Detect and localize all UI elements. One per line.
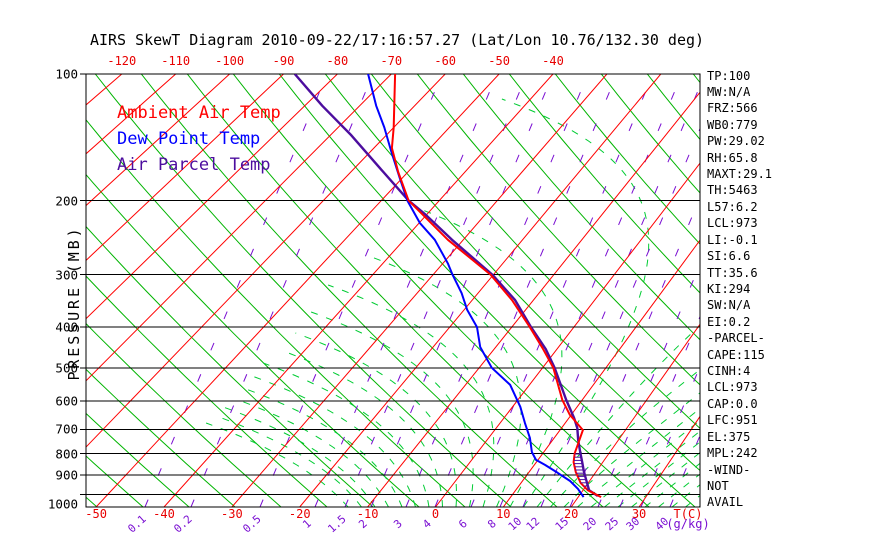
- stats-line: CAPE:115: [707, 347, 765, 362]
- bottom-temp-tick: -10: [356, 507, 379, 521]
- bottom-temp-tick: 0: [431, 507, 440, 521]
- pressure-tick: 300: [55, 267, 78, 283]
- bottom-temp-tick: 30: [631, 507, 647, 521]
- stats-line: LI:-0.1: [707, 232, 758, 247]
- pressure-tick: 800: [55, 446, 78, 462]
- legend-dew-point-temp: Dew Point Temp: [117, 129, 261, 149]
- stats-line: WB0:779: [707, 117, 758, 132]
- stats-line: RH:65.8: [707, 150, 758, 165]
- top-temp-tick: -60: [434, 54, 457, 68]
- stats-line: LFC:951: [707, 413, 758, 428]
- stats-line: -WIND-: [707, 462, 751, 477]
- pressure-tick: 900: [55, 467, 78, 483]
- top-temp-tick: -80: [326, 54, 349, 68]
- bottom-temp-tick: -30: [221, 507, 243, 521]
- bottom-temp-tick: 10: [496, 507, 511, 521]
- stats-line: MAXT:29.1: [707, 167, 773, 182]
- pressure-tick: 600: [55, 393, 78, 409]
- top-temp-tick: -40: [542, 54, 564, 68]
- stats-line: TT:35.6: [707, 265, 758, 280]
- stats-line: SI:6.6: [707, 249, 751, 264]
- stats-line: -PARCEL-: [707, 331, 765, 346]
- pressure-tick: 400: [55, 319, 78, 335]
- stats-line: SW:N/A: [707, 298, 751, 313]
- stats-line: AVAIL: [707, 495, 744, 510]
- stats-line: L57:6.2: [707, 199, 758, 214]
- top-temp-tick: -110: [161, 54, 191, 68]
- stats-line: NOT: [707, 479, 729, 493]
- bottom-temp-tick: -50: [85, 507, 107, 521]
- bottom-temp-tick: -40: [153, 507, 175, 521]
- top-temp-tick: -120: [107, 54, 137, 68]
- stats-line: LCL:973: [707, 216, 758, 231]
- chart-title: AIRS SkewT Diagram 2010-09-22/17:16:57.2…: [89, 31, 705, 49]
- stats-line: TP:100: [707, 68, 751, 83]
- stats-line: EL:375: [707, 429, 751, 444]
- stats-line: KI:294: [707, 281, 751, 296]
- stats-line: EI:0.2: [707, 314, 751, 329]
- legend-air-parcel-temp: Air Parcel Temp: [117, 155, 271, 175]
- pressure-tick: 200: [55, 193, 78, 209]
- pressure-tick: 700: [55, 421, 78, 437]
- bottom-temp-tick: 20: [563, 507, 579, 521]
- stats-line: MW:N/A: [707, 84, 751, 99]
- pressure-tick: 100: [55, 66, 78, 82]
- stats-line: PW:29.02: [707, 134, 765, 149]
- top-temp-tick: -70: [380, 54, 403, 68]
- temp-axis-unit-label: T(C): [673, 507, 703, 521]
- bottom-temp-tick: -20: [288, 507, 311, 521]
- top-temp-tick: -90: [272, 54, 295, 68]
- mixing-ratio-axis-unit-label: (g/kg): [666, 517, 710, 531]
- pressure-tick: 500: [55, 360, 78, 376]
- stats-line: CAP:0.0: [707, 396, 758, 411]
- top-temp-tick: -100: [215, 54, 245, 68]
- stats-line: MPL:242: [707, 446, 758, 461]
- legend-ambient-air-temp: Ambient Air Temp: [117, 103, 281, 123]
- top-temp-tick: -50: [488, 54, 510, 68]
- pressure-tick: 1000: [47, 496, 78, 512]
- stats-line: FRZ:566: [707, 101, 758, 116]
- stats-line: CINH:4: [707, 364, 751, 379]
- stats-line: LCL:973: [707, 380, 758, 395]
- pressure-axis-label: PRESSURE (MB): [65, 225, 83, 381]
- stats-line: TH:5463: [707, 183, 758, 198]
